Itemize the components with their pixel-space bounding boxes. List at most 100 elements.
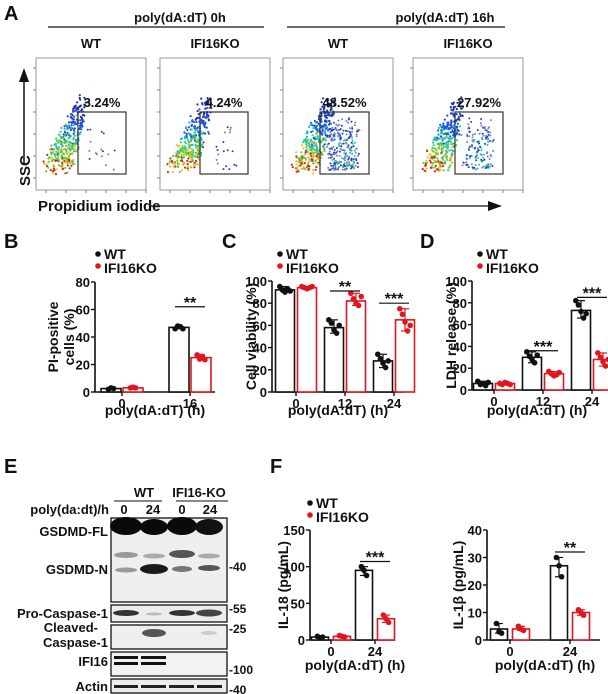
flow-event [428,153,431,156]
flow-event [441,139,444,142]
flow-event-gated [482,134,485,137]
flow-event-gated [487,138,490,141]
flow-event [320,120,323,123]
flow-event [70,142,73,145]
bar-ko [345,300,367,393]
bar-ko [571,611,591,641]
flow-event [195,140,198,143]
flow-event [172,165,175,168]
flow-event-gated [355,135,358,138]
x-tick-label: 12 [338,396,352,411]
pi-arrow-icon [488,201,502,211]
flow-event-gated [465,164,468,166]
flow-event [307,138,310,141]
flow-event [57,164,60,167]
flow-event [443,137,446,140]
flow-event [307,142,310,145]
flow-event-gated [486,144,489,146]
flow-event-gated [228,168,231,171]
legend-ko-marker [477,263,483,269]
flow-event [73,130,76,133]
flow-event [450,122,453,125]
legend-ko-label: IFI16KO [286,260,339,276]
x-tick-label: 24 [387,396,402,411]
flow-event [437,160,440,163]
marker-gsdmd: -40 [229,560,247,574]
flow-event [202,114,205,117]
flow-event-gated [354,121,357,124]
flow-event [50,156,53,159]
flow-event [196,154,199,157]
flow-event [436,143,439,146]
flow-event [70,126,73,129]
flow-gate [77,111,127,175]
flow-event [303,153,307,156]
flow-event-gated [352,145,355,148]
flow-event-gated [348,163,351,166]
flow-event [330,113,333,116]
flow-event [447,131,450,134]
data-point-ko [309,283,316,290]
flow-event [437,133,440,136]
x-axis-label: poly(dA:dT) (h) [305,657,405,673]
flow-event [178,163,181,166]
flow-event [189,144,192,147]
flow-event [437,126,440,130]
flow-event [185,132,188,135]
flow-event [51,160,54,163]
flow-event-gated [345,120,348,122]
flow-event-gated [341,168,344,171]
flow-event-gated [355,133,358,136]
band-pro-casp-2 [146,612,162,616]
flow-event-gated [346,161,349,164]
y-tick-label: 60 [76,303,90,318]
flow-event [302,166,305,169]
flow-plot-title: WT [81,36,101,51]
band-gsdmd-fl-2 [140,519,168,535]
flow-event [83,103,86,106]
flow-event [317,163,320,166]
y-tick-label: 20 [468,578,482,593]
flow-event-gated [89,128,92,131]
flow-event [204,103,207,107]
data-point-wt [531,359,538,366]
data-point-ko [402,319,408,325]
flow-event-gated [327,166,330,169]
data-point-wt [319,634,326,640]
flow-event [323,143,326,146]
flow-event-gated [470,120,473,123]
flow-event [312,127,315,130]
flow-event [314,142,317,145]
flow-event [209,102,213,105]
flow-event [304,157,307,160]
flow-event-gated [229,131,231,134]
flow-event-gated [467,148,470,151]
flow-event [315,145,318,148]
flow-event [190,153,193,156]
flow-event [72,124,75,127]
flow-event [310,149,313,152]
flow-event-gated [337,166,340,169]
flow-event [314,168,317,171]
flow-event [69,149,72,152]
flow-event [193,166,196,169]
flow-event [186,163,189,166]
x-tick-label: 16 [183,396,197,411]
flow-event [169,157,172,160]
flow-event-gated [101,150,104,153]
flow-event-gated [350,149,353,152]
band-ifi16-2b [141,662,166,665]
flow-event [191,157,194,160]
flow-event [449,106,452,109]
flow-event [437,129,440,132]
flow-event [184,166,187,169]
flow-event-gated [345,152,348,155]
flow-event-gated [333,148,336,151]
flow-gate [454,111,504,175]
data-point-ko [404,328,411,334]
flow-event-gated [489,131,491,134]
flow-event [72,132,75,135]
flow-event [321,145,324,148]
